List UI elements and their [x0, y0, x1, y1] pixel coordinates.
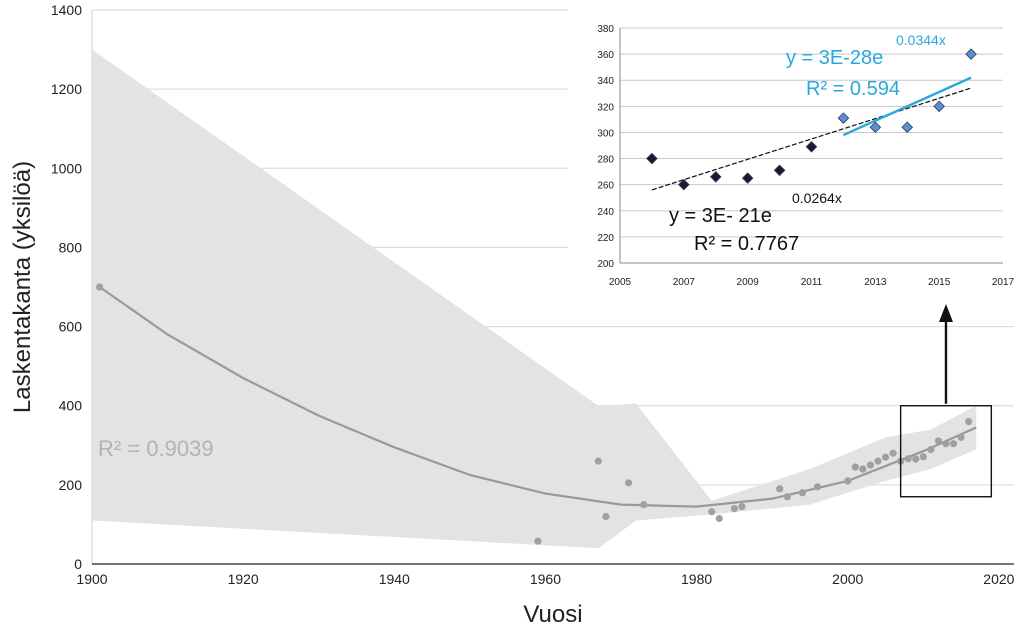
main-data-point — [602, 512, 610, 521]
main-data-point — [912, 455, 920, 463]
main-x-tick-label: 2000 — [832, 571, 863, 587]
inset-x-tick-label: 2009 — [737, 277, 760, 288]
main-y-tick-label: 0 — [74, 556, 82, 572]
inset-y-tick-label: 360 — [597, 50, 614, 61]
main-data-point — [904, 455, 912, 463]
inset-data-point — [805, 141, 818, 153]
main-x-tick-label: 1980 — [681, 571, 712, 587]
main-data-point — [934, 437, 943, 445]
main-data-point — [965, 417, 973, 426]
inset-r2-dark: R² = 0.7767 — [694, 233, 799, 255]
inset-data-point — [837, 112, 850, 124]
main-chart: 0 200 400 600 800 1000 1200 1400 1900 1920 1940 196… — [9, 2, 1015, 628]
main-x-tick-label: 2020 — [983, 571, 1014, 587]
main-y-tick-label: 400 — [59, 398, 83, 414]
inset-panel — [568, 8, 1018, 300]
inset-x-tick-label: 2011 — [801, 277, 823, 288]
inset-data-point — [901, 121, 914, 133]
inset-data-point — [741, 172, 754, 184]
zoom-arrow-head — [938, 304, 953, 322]
inset-chart: 200 220 240 260 280 300 320 340 360 380 2005 2007 20… — [568, 8, 1018, 300]
main-data-point — [844, 477, 852, 485]
main-data-point — [730, 505, 738, 513]
main-y-tick-label: 1200 — [51, 81, 82, 97]
inset-y-tick-label: 300 — [597, 128, 614, 139]
main-data-point — [889, 449, 897, 457]
inset-y-tick-label: 380 — [597, 24, 614, 35]
main-data-point — [798, 489, 806, 497]
inset-equation-dark-exponent: 0.0264x — [792, 190, 842, 206]
inset-data-point — [678, 178, 690, 191]
inset-x-tick-label: 2007 — [673, 277, 696, 288]
inset-equation-blue-exponent: 0.0344x — [896, 32, 946, 48]
zoom-connector — [938, 304, 953, 404]
inset-x-tick-label: 2005 — [609, 277, 632, 288]
main-x-tick-label: 1940 — [379, 571, 410, 587]
main-data-point — [738, 503, 746, 511]
main-data-point — [949, 440, 958, 448]
inset-data-point — [709, 171, 722, 183]
main-x-tick-label: 1960 — [530, 571, 561, 587]
main-x-tick-label: 1900 — [76, 571, 107, 587]
inset-y-tick-label: 320 — [597, 102, 614, 113]
zoom-highlight-box — [899, 405, 993, 498]
main-data-point — [534, 537, 542, 545]
main-data-point — [783, 493, 791, 501]
inset-data-point — [773, 164, 786, 177]
inset-y-tick-label: 340 — [597, 76, 614, 87]
inset-data-point — [933, 100, 945, 113]
main-data-point — [957, 433, 965, 441]
main-y-tick-label: 600 — [59, 319, 83, 335]
main-data-point — [624, 479, 633, 487]
main-x-tick-label: 1920 — [228, 571, 259, 587]
inset-trendline-blue — [842, 76, 972, 137]
inset-r2-blue: R² = 0.594 — [806, 78, 900, 100]
inset-y-tick-label: 260 — [597, 181, 614, 192]
inset-x-tick-label: 2017 — [992, 277, 1015, 288]
main-data-point — [919, 453, 927, 461]
main-data-point — [851, 463, 859, 471]
inset-data-point — [869, 121, 882, 133]
inset-x-tick-label: 2013 — [864, 277, 887, 288]
inset-equation-blue: y = 3E-28e — [786, 47, 883, 69]
inset-x-tick-label: 2015 — [928, 277, 951, 288]
inset-y-tick-label: 220 — [597, 233, 614, 244]
main-data-point — [942, 440, 950, 448]
main-data-point — [715, 514, 723, 523]
main-x-axis-title: Vuosi — [523, 601, 582, 628]
inset-data-point — [965, 48, 977, 60]
main-data-point — [859, 465, 867, 473]
main-data-point — [640, 501, 648, 509]
main-confidence-band — [92, 49, 977, 549]
main-data-point — [95, 283, 104, 291]
main-r2-annotation: R² = 0.9039 — [98, 436, 214, 461]
main-y-tick-label: 1400 — [51, 2, 82, 18]
main-y-tick-label: 800 — [59, 239, 83, 255]
inset-data-point — [646, 152, 658, 165]
main-y-tick-label: 1000 — [51, 160, 82, 176]
main-data-point — [874, 457, 882, 465]
inset-y-tick-label: 240 — [597, 207, 614, 218]
main-data-point — [881, 453, 890, 461]
main-data-point — [813, 483, 822, 491]
inset-y-tick-label: 280 — [597, 155, 614, 166]
main-y-tick-label: 200 — [59, 477, 83, 493]
main-data-point — [866, 461, 875, 469]
main-data-point — [776, 485, 784, 493]
main-y-axis-title: Laskentakanta (yksilöä) — [9, 161, 36, 413]
main-data-point — [708, 508, 716, 516]
inset-y-tick-label: 200 — [597, 259, 614, 270]
inset-equation-dark: y = 3E- 21e — [669, 205, 772, 227]
main-data-point — [594, 457, 602, 465]
main-data-point — [927, 446, 935, 454]
